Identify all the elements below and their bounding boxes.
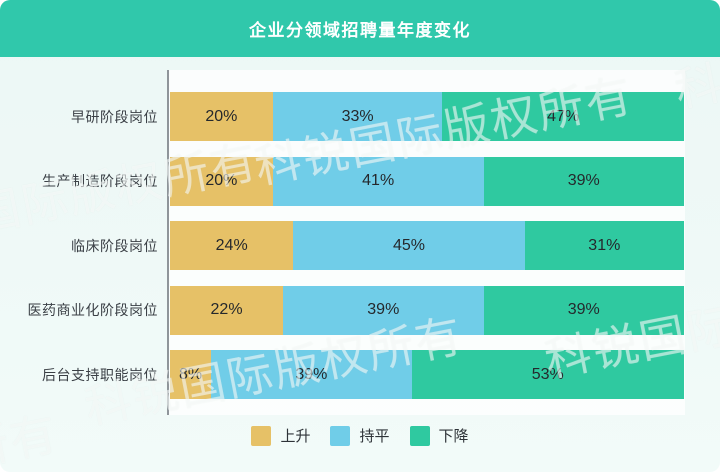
bar-segment-持平: 33%: [272, 92, 443, 141]
value-label: 22%: [210, 301, 243, 318]
category-label: 早研阶段岗位: [71, 108, 158, 125]
legend-swatch: [251, 425, 272, 446]
chart-row: 后台支持职能岗位 8% 39% 53%: [0, 350, 720, 399]
value-label: 53%: [531, 365, 564, 383]
stacked-bar: 20% 41% 39%: [170, 156, 684, 206]
chart-row: 生产制造阶段岗位 20% 41% 39%: [0, 156, 720, 206]
y-axis-line: [167, 70, 169, 415]
bar-segment-持平: 39%: [211, 350, 412, 399]
bar-segment-持平: 45%: [293, 221, 525, 270]
value-label: 47%: [547, 107, 580, 125]
value-label: 45%: [392, 236, 426, 254]
bar-segment-上升: 24%: [170, 221, 294, 270]
bar-segment-上升: 20%: [170, 156, 273, 206]
bar-segment-上升: 20%: [170, 92, 273, 141]
bar-segment-下降: 53%: [411, 350, 684, 399]
category-label: 临床阶段岗位: [71, 237, 158, 254]
header: 企业分领域招聘量年度变化: [0, 0, 720, 57]
legend: 上升 持平 下降: [0, 425, 720, 446]
stacked-bar: 8% 39% 53%: [170, 350, 684, 399]
legend-swatch: [330, 425, 351, 446]
bar-segment-下降: 39%: [483, 285, 684, 335]
bar-segment-下降: 39%: [483, 156, 684, 206]
chart-row: 早研阶段岗位 20% 33% 47%: [0, 92, 720, 141]
page-title: 企业分领域招聘量年度变化: [249, 21, 471, 40]
value-label: 41%: [362, 172, 395, 189]
stacked-bar: 20% 33% 47%: [170, 92, 684, 141]
legend-item: 上升: [251, 425, 310, 446]
value-label: 20%: [205, 172, 238, 189]
value-label: 33%: [341, 107, 374, 125]
chart-row: 医药商业化阶段岗位 22% 39% 39%: [0, 285, 720, 335]
value-label: 39%: [567, 172, 600, 189]
bar-segment-持平: 41%: [272, 156, 484, 206]
bar-segment-持平: 39%: [283, 285, 484, 335]
value-label: 39%: [367, 301, 400, 318]
value-label: 39%: [295, 365, 328, 383]
bar-segment-上升: 8%: [170, 350, 212, 399]
chart-row: 临床阶段岗位 24% 45% 31%: [0, 221, 720, 270]
legend-label: 上升: [280, 428, 311, 445]
value-label: 31%: [588, 236, 621, 254]
legend-label: 下降: [438, 428, 469, 445]
value-label: 20%: [205, 107, 238, 125]
value-label: 39%: [567, 301, 600, 318]
bar-segment-下降: 47%: [442, 92, 684, 141]
stacked-bar: 24% 45% 31%: [170, 221, 684, 270]
stacked-bar: 22% 39% 39%: [170, 285, 684, 335]
category-label: 后台支持职能岗位: [42, 366, 158, 383]
legend-swatch: [409, 425, 430, 446]
legend-item: 下降: [409, 425, 469, 446]
category-label: 医药商业化阶段岗位: [27, 302, 158, 318]
bar-segment-下降: 31%: [524, 221, 684, 270]
value-label: 8%: [178, 365, 203, 383]
category-label: 生产制造阶段岗位: [42, 173, 158, 189]
value-label: 24%: [215, 236, 248, 254]
legend-item: 持平: [330, 425, 390, 446]
legend-label: 持平: [359, 428, 390, 445]
bar-segment-上升: 22%: [170, 285, 284, 335]
